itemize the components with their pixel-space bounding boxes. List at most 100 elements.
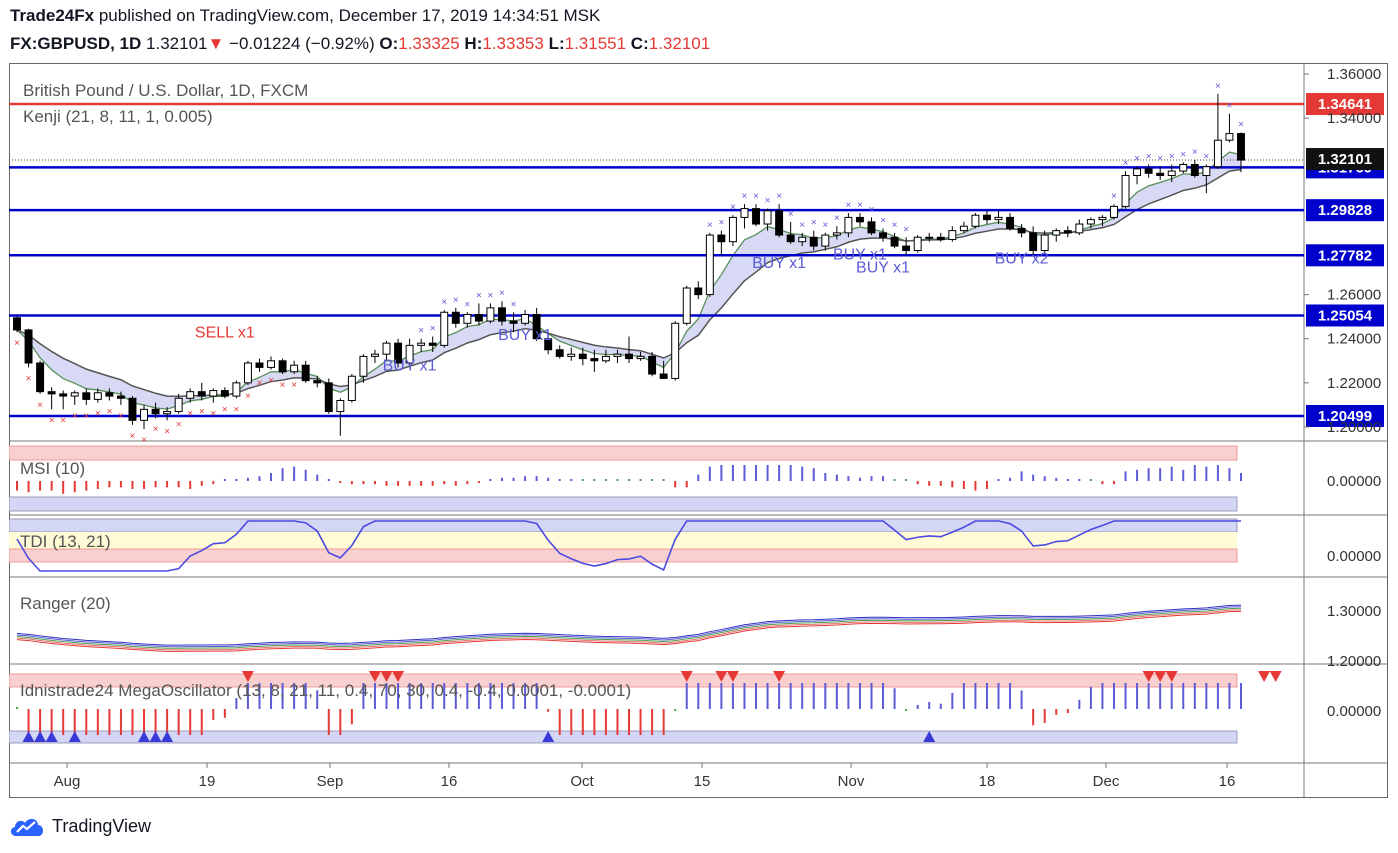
- msi-bar: [1205, 466, 1208, 481]
- mega-bar: [500, 683, 503, 709]
- mega-bar: [489, 683, 492, 709]
- sell-triangle: [1269, 671, 1282, 682]
- candle-body: [163, 411, 172, 415]
- mega-bar: [1112, 683, 1115, 709]
- mega-bar: [235, 698, 238, 709]
- x-tick-label: 16: [441, 773, 458, 790]
- mega-bar: [431, 683, 434, 709]
- mega-bar: [524, 683, 527, 709]
- mega-bar: [50, 709, 53, 735]
- mega-bar: [397, 683, 400, 709]
- ranger-line-4: [16, 604, 1242, 646]
- publish-info: Trade24Fx published on TradingView.com, …: [10, 6, 600, 26]
- buy-x-mark: ×: [1238, 119, 1244, 130]
- msi-bar: [835, 474, 838, 481]
- mega-bar: [466, 683, 469, 709]
- msi-bar: [789, 465, 792, 481]
- candle-body: [636, 355, 645, 360]
- msi-bar: [812, 468, 815, 481]
- candle-body: [93, 392, 102, 400]
- msi-bar: [50, 481, 53, 491]
- mega-bar: [1136, 683, 1139, 709]
- buy-x-mark: ×: [511, 299, 517, 310]
- down-arrow-icon: ▼: [207, 34, 225, 53]
- chart-svg[interactable]: 1.346411.317691.298281.277821.250541.204…: [8, 63, 1388, 798]
- candle-body: [301, 364, 310, 382]
- mega-bar: [39, 709, 42, 735]
- sell-x-mark: ×: [14, 338, 20, 349]
- msi-bar: [454, 481, 457, 486]
- mega-bar: [246, 683, 249, 709]
- candle-body: [1133, 168, 1142, 177]
- sell-triangle: [380, 671, 393, 682]
- x-tick-label: Aug: [54, 773, 81, 790]
- sell-x-mark: ×: [26, 373, 32, 384]
- mega-bar: [131, 709, 134, 735]
- msi-bar: [258, 476, 261, 481]
- msi-bar: [350, 481, 353, 485]
- buy-x-mark: ×: [822, 220, 828, 231]
- msi-bar: [408, 481, 411, 486]
- sell-triangle: [241, 671, 254, 682]
- candle-body: [359, 355, 368, 377]
- candle-body: [971, 214, 980, 227]
- mega-bar: [1228, 683, 1231, 709]
- candle-body: [243, 362, 252, 384]
- candle-body: [474, 313, 483, 322]
- mega-bar: [570, 709, 573, 735]
- buy-x-mark: ×: [1192, 147, 1198, 158]
- sell-x-mark: ×: [199, 407, 205, 418]
- chart-container[interactable]: 1.346411.317691.298281.277821.250541.204…: [8, 63, 1388, 798]
- mega-bar: [558, 709, 561, 735]
- level-tag-bg: [1306, 304, 1384, 327]
- msi-upper-band: [8, 445, 1238, 461]
- msi-bar: [697, 474, 700, 481]
- candle-body: [590, 358, 599, 362]
- candle-body: [1006, 216, 1015, 229]
- candle-body: [128, 397, 137, 421]
- msi-bar: [223, 479, 226, 481]
- buy-x-mark: ×: [707, 220, 713, 231]
- close-label: C:: [630, 34, 649, 53]
- buy-x-mark: ×: [1169, 151, 1175, 162]
- msi-bar: [639, 479, 642, 481]
- open-value: 1.33325: [398, 34, 460, 53]
- msi-bar: [1009, 477, 1012, 481]
- y-tick-label: 1.20000: [1327, 419, 1381, 436]
- tdi-tick: 0.00000: [1327, 548, 1381, 565]
- msi-bar: [1066, 479, 1069, 481]
- candle-body: [440, 311, 449, 346]
- candle-body: [174, 397, 183, 413]
- candle-body: [913, 236, 922, 252]
- signal-label-4: BUY x1: [833, 246, 887, 263]
- sell-triangle: [715, 671, 728, 682]
- x-tick-label: Dec: [1093, 773, 1120, 790]
- msi-bar: [1182, 469, 1185, 481]
- msi-bar: [708, 466, 711, 481]
- msi-bar: [755, 465, 758, 481]
- candle-body: [601, 355, 610, 362]
- mega-bar: [177, 709, 180, 735]
- buy-triangle: [542, 731, 555, 742]
- candle-body: [844, 216, 853, 234]
- sell-x-mark: ×: [153, 424, 159, 435]
- mega-bar: [928, 701, 931, 709]
- price-change: −0.01224 (−0.92%): [229, 34, 375, 53]
- msi-bar: [974, 481, 977, 491]
- mega-bar: [27, 709, 30, 735]
- signal-label-6: BUY x2: [995, 251, 1049, 268]
- msi-bar: [177, 481, 180, 488]
- msi-bar: [962, 481, 965, 489]
- mega-bar: [1159, 683, 1162, 709]
- candle-body: [1098, 216, 1107, 221]
- mega-bar: [420, 683, 423, 709]
- mega-bar: [870, 683, 873, 709]
- tradingview-logo[interactable]: TradingView: [8, 812, 151, 840]
- candle-body: [740, 208, 749, 218]
- sell-x-mark: ×: [118, 411, 124, 422]
- msi-bar: [928, 481, 931, 486]
- mega-bar: [685, 683, 688, 709]
- publisher-name[interactable]: Trade24Fx: [10, 6, 95, 25]
- mega-bar: [997, 683, 1000, 709]
- mega-bar: [85, 709, 88, 735]
